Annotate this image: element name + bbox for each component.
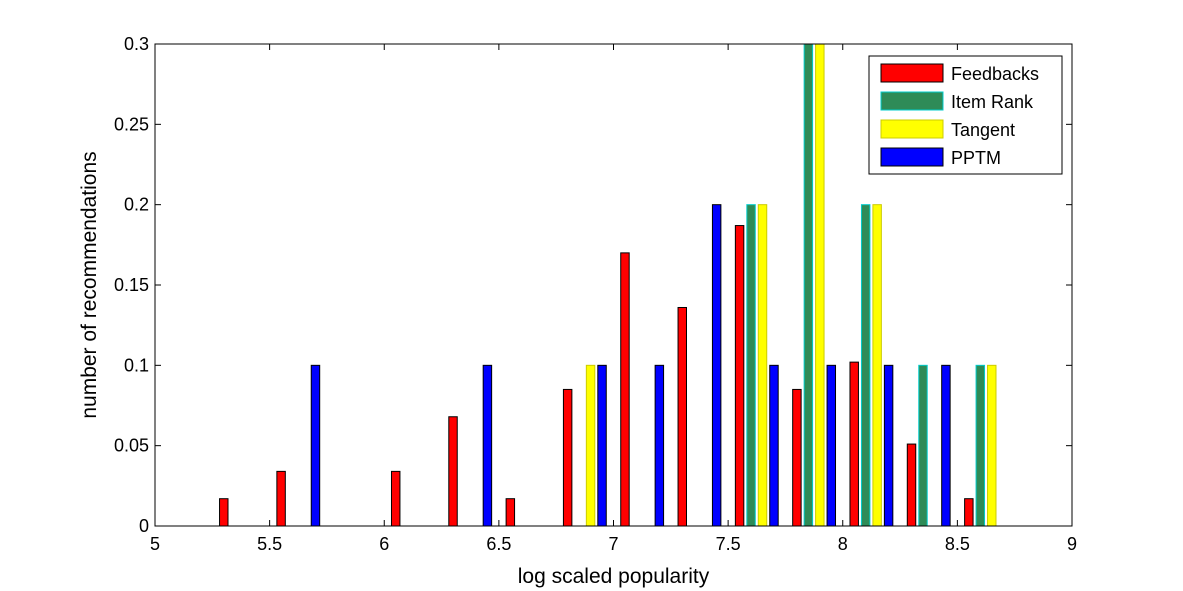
legend-label-feedbacks: Feedbacks	[951, 64, 1039, 84]
legend-swatch-tangent	[880, 119, 944, 139]
y-axis: 0 0.05 0.1 0.15 0.2 0.25 0.3	[114, 34, 1072, 536]
bar-pptm	[310, 364, 321, 527]
bar-pptm	[883, 364, 894, 527]
bar-feedbacks	[677, 306, 687, 527]
legend: Feedbacks Item Rank Tangent PPTM	[868, 55, 1063, 175]
bar-item-rank	[746, 204, 756, 527]
y-axis-label: number of recommendations	[78, 151, 101, 418]
y-tick-label: 0.2	[124, 195, 149, 215]
bar-item-rank	[860, 204, 871, 527]
bar-pptm	[482, 364, 493, 527]
bar-pptm	[826, 364, 837, 527]
bar-pptm	[769, 364, 779, 527]
bar-pptm	[941, 364, 951, 527]
bar-item-rank	[918, 364, 928, 527]
x-axis: 5 5.5 6 6.5 7 7.5 8 8.5 9	[150, 44, 1077, 554]
y-tick-label: 0.15	[114, 275, 149, 295]
legend-label-pptm: PPTM	[951, 148, 1001, 168]
bar-pptm	[597, 364, 607, 527]
bar-item-rank	[803, 43, 814, 527]
x-axis-label: log scaled popularity	[518, 565, 710, 588]
bar-feedbacks	[620, 252, 630, 527]
legend-swatch-pptm	[880, 147, 944, 167]
bar-pptm	[711, 204, 722, 527]
x-tick-label: 6.5	[486, 534, 511, 554]
bar-feedbacks	[505, 498, 516, 527]
bar-feedbacks	[562, 388, 573, 527]
legend-label-item-rank: Item Rank	[951, 92, 1034, 112]
legend-label-tangent: Tangent	[951, 120, 1015, 140]
bar-feedbacks	[276, 470, 286, 527]
x-tick-label: 6	[379, 534, 389, 554]
x-tick-label: 7	[608, 534, 618, 554]
x-tick-label: 8	[838, 534, 848, 554]
bar-feedbacks	[219, 498, 229, 527]
legend-swatch-item-rank	[880, 91, 944, 111]
x-tick-label: 8.5	[945, 534, 970, 554]
x-tick-label: 7.5	[716, 534, 741, 554]
y-tick-label: 0.1	[124, 355, 149, 375]
bar-pptm	[654, 364, 665, 527]
bar-tangent	[872, 204, 882, 527]
bar-feedbacks	[906, 443, 917, 527]
legend-swatch-feedbacks	[880, 63, 944, 83]
bar-item-rank	[975, 364, 986, 527]
y-tick-label: 0.25	[114, 114, 149, 134]
x-tick-label: 9	[1067, 534, 1077, 554]
y-tick-label: 0.05	[114, 436, 149, 456]
bar-tangent	[585, 364, 596, 527]
y-tick-label: 0.3	[124, 34, 149, 54]
bar-feedbacks	[792, 388, 802, 527]
y-tick-label: 0	[139, 516, 149, 536]
bar-feedbacks	[964, 498, 974, 527]
x-tick-label: 5	[150, 534, 160, 554]
bar-tangent	[757, 204, 768, 527]
bars-group	[219, 43, 997, 527]
bar-feedbacks	[849, 361, 859, 527]
bar-tangent	[815, 43, 825, 527]
bar-tangent	[987, 364, 997, 527]
bar-feedbacks	[390, 470, 401, 527]
x-tick-label: 5.5	[257, 534, 282, 554]
bar-feedbacks	[734, 225, 745, 527]
bar-feedbacks	[448, 416, 458, 527]
